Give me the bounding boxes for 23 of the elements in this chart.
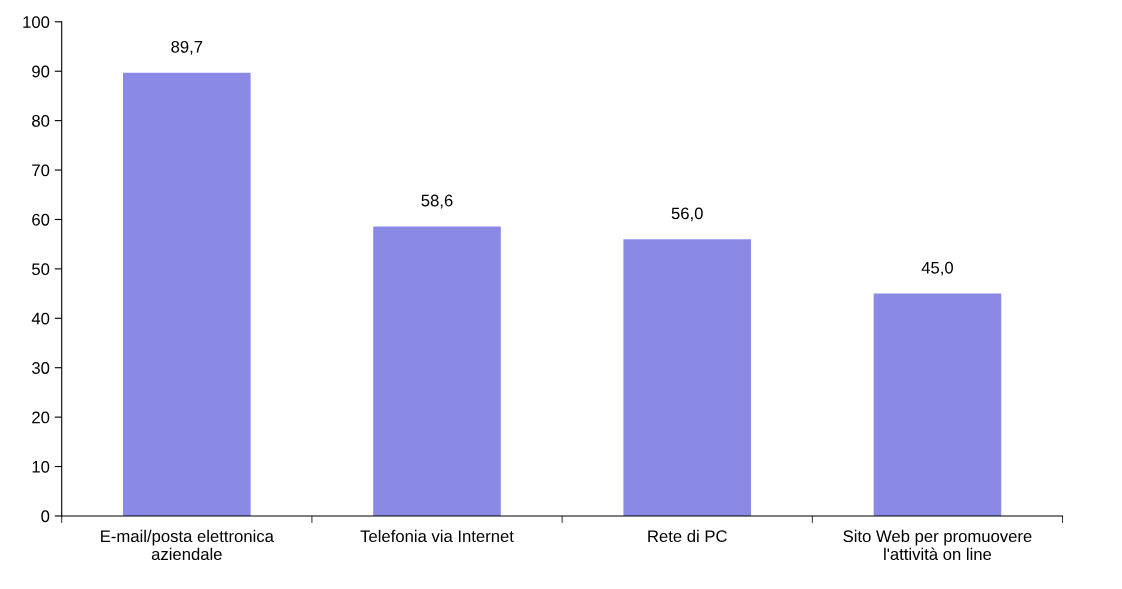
y-tick-label: 0	[41, 510, 50, 523]
y-tick-label: 90	[32, 65, 50, 78]
bar	[873, 293, 1002, 516]
bar	[123, 72, 251, 516]
bar	[373, 226, 501, 516]
y-tick-label: 50	[32, 263, 50, 276]
x-tick-label: Sito Web per promuovere l'attività on line	[843, 529, 1032, 561]
x-tick-label: E-mail/posta elettronica aziendale	[101, 529, 274, 561]
x-tick-label: Telefonia via Internet	[360, 529, 514, 543]
y-tick-label: 70	[32, 164, 50, 177]
y-tick-label: 80	[32, 115, 50, 127]
y-tick-label: 40	[31, 312, 50, 325]
data-label: 58,6	[421, 194, 453, 209]
y-tick-label: 20	[32, 411, 50, 424]
bar	[623, 239, 752, 516]
y-tick-label: 60	[32, 213, 50, 226]
y-tick-label: 30	[32, 362, 50, 374]
y-tick-label: 100	[23, 16, 50, 28]
data-label: 45,0	[921, 261, 953, 276]
x-tick-label: Rete di PC	[648, 529, 727, 543]
y-tick-label: 10	[32, 460, 50, 473]
data-label: 89,7	[171, 40, 203, 55]
data-label: 56,0	[671, 207, 703, 222]
